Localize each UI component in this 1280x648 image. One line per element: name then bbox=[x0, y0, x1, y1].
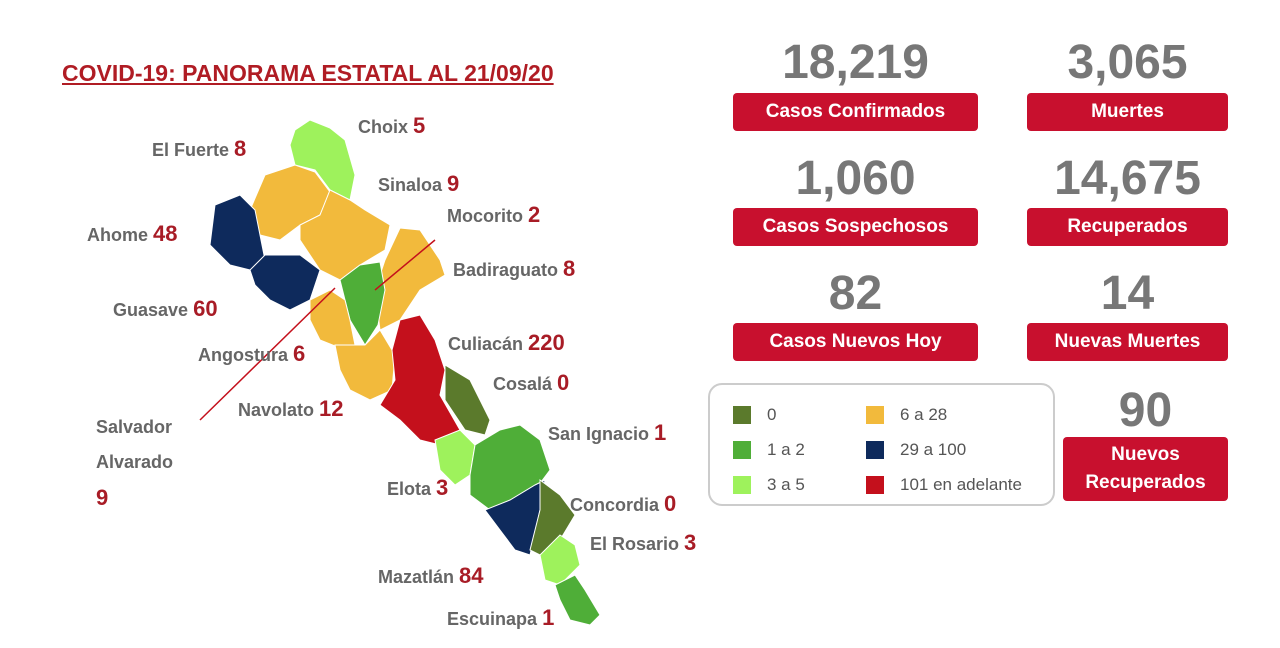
legend-item: 1 a 2 bbox=[733, 440, 805, 460]
municipality-name: Elota bbox=[387, 479, 432, 499]
municipality-name: Sinaloa bbox=[378, 175, 443, 195]
municipality-value: 8 bbox=[234, 136, 247, 161]
pointer bbox=[199, 287, 336, 421]
municipality-value: 2 bbox=[528, 202, 541, 227]
legend-swatch bbox=[866, 441, 884, 459]
municipality-name: Escuinapa bbox=[447, 609, 538, 629]
municipality-value: 3 bbox=[684, 530, 697, 555]
municipality-value: 84 bbox=[459, 563, 484, 588]
municipality-value: 3 bbox=[436, 475, 449, 500]
municipality-value: 8 bbox=[563, 256, 576, 281]
municipality-value: 9 bbox=[447, 171, 460, 196]
municipality-name: Salvador Alvarado bbox=[96, 417, 174, 472]
stat-number: 18,219 bbox=[782, 36, 929, 89]
municipality-value: 1 bbox=[542, 605, 555, 630]
municipality-label: Ahome 48 bbox=[87, 216, 178, 253]
municipality-name: Mazatlán bbox=[378, 567, 455, 587]
municipality-label: Concordia 0 bbox=[570, 486, 676, 523]
municipality-name: El Rosario bbox=[590, 534, 680, 554]
municipality-name: Cosalá bbox=[493, 374, 553, 394]
legend-item: 6 a 28 bbox=[866, 405, 947, 425]
legend-swatch bbox=[733, 441, 751, 459]
municipality-value: 220 bbox=[528, 330, 565, 355]
municipality-label: Culiacán 220 bbox=[448, 325, 565, 362]
municipality-value: 9 bbox=[96, 485, 109, 510]
stat-number: 14 bbox=[1100, 267, 1155, 320]
municipality-name: San Ignacio bbox=[548, 424, 650, 444]
legend-swatch bbox=[866, 476, 884, 494]
legend-item: 3 a 5 bbox=[733, 475, 805, 495]
legend-item: 0 bbox=[733, 405, 776, 425]
legend-swatch bbox=[733, 476, 751, 494]
legend-label: 1 a 2 bbox=[767, 440, 805, 459]
region bbox=[249, 254, 321, 311]
municipality-label: Elota 3 bbox=[387, 470, 448, 507]
stat-number: 1,060 bbox=[795, 152, 916, 205]
legend-item: 101 en adelante bbox=[866, 475, 1022, 495]
municipality-label: San Ignacio 1 bbox=[548, 415, 666, 452]
municipality-label: Angostura 6 bbox=[198, 336, 305, 373]
stat-label: Casos Confirmados bbox=[733, 93, 978, 131]
municipality-value: 6 bbox=[293, 341, 306, 366]
map bbox=[199, 119, 601, 626]
municipality-name: Ahome bbox=[87, 225, 149, 245]
municipality-label: Cosalá 0 bbox=[493, 365, 569, 402]
stat-number: 90 bbox=[1118, 384, 1173, 437]
municipality-label: Mazatlán 84 bbox=[378, 558, 484, 595]
municipality-value: 5 bbox=[413, 113, 426, 138]
municipality-value: 0 bbox=[557, 370, 570, 395]
municipality-label: Navolato 12 bbox=[238, 391, 344, 428]
municipality-label: Badiraguato 8 bbox=[453, 251, 575, 288]
municipality-name: Culiacán bbox=[448, 334, 524, 354]
municipality-label: El Rosario 3 bbox=[590, 525, 696, 562]
stat-number: 82 bbox=[828, 267, 883, 320]
municipality-value: 12 bbox=[319, 396, 344, 421]
municipality-name: Navolato bbox=[238, 400, 315, 420]
stat-label: Recuperados bbox=[1027, 208, 1228, 246]
region bbox=[444, 364, 491, 436]
legend-label: 3 a 5 bbox=[767, 475, 805, 494]
legend bbox=[708, 383, 1055, 506]
stat-number: 3,065 bbox=[1067, 36, 1188, 89]
municipality-name: El Fuerte bbox=[152, 140, 230, 160]
legend-label: 0 bbox=[767, 405, 777, 424]
stat-label: Muertes bbox=[1027, 93, 1228, 131]
legend-label: 6 a 28 bbox=[900, 405, 948, 424]
pointer bbox=[374, 239, 436, 291]
legend-item: 29 a 100 bbox=[866, 440, 966, 460]
region bbox=[554, 574, 601, 626]
legend-label: 29 a 100 bbox=[900, 440, 967, 459]
municipality-value: 1 bbox=[654, 420, 667, 445]
stat-label: Nuevos Recuperados bbox=[1063, 437, 1228, 501]
municipality-name: Guasave bbox=[113, 300, 189, 320]
municipality-name: Choix bbox=[358, 117, 409, 137]
legend-swatch bbox=[733, 406, 751, 424]
stat-label: Nuevas Muertes bbox=[1027, 323, 1228, 361]
region bbox=[539, 534, 581, 586]
stat-number: 14,675 bbox=[1054, 152, 1201, 205]
municipality-label: Sinaloa 9 bbox=[378, 166, 459, 203]
municipality-label: Escuinapa 1 bbox=[447, 600, 554, 637]
municipality-label: El Fuerte 8 bbox=[152, 131, 246, 168]
municipality-value: 0 bbox=[664, 491, 677, 516]
title: COVID-19: PANORAMA ESTATAL AL 21/09/20 bbox=[62, 60, 554, 86]
municipality-name: Angostura bbox=[198, 345, 288, 365]
municipality-value: 60 bbox=[193, 296, 218, 321]
municipality-name: Concordia bbox=[570, 495, 660, 515]
stat-label: Casos Sospechosos bbox=[733, 208, 978, 246]
municipality-value: 48 bbox=[153, 221, 178, 246]
municipality-label: Mocorito 2 bbox=[447, 197, 540, 234]
legend-label: 101 en adelante bbox=[900, 475, 1022, 494]
legend-swatch bbox=[866, 406, 884, 424]
municipality-label: Guasave 60 bbox=[113, 291, 218, 328]
municipality-name: Badiraguato bbox=[453, 260, 559, 280]
municipality-label: Choix 5 bbox=[358, 108, 425, 145]
stat-label: Casos Nuevos Hoy bbox=[733, 323, 978, 361]
municipality-label: Salvador Alvarado 9 bbox=[96, 410, 186, 517]
municipality-name: Mocorito bbox=[447, 206, 523, 226]
